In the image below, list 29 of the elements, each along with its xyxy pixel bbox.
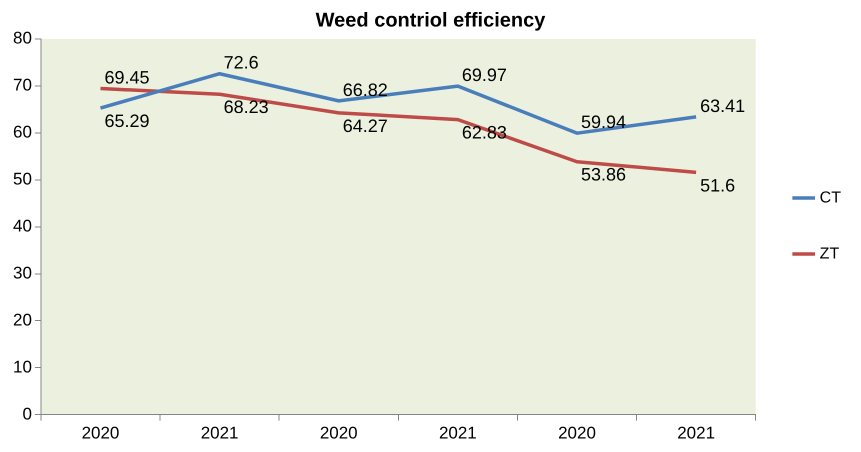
y-tick-label: 20: [12, 310, 32, 330]
y-tick-label: 10: [12, 357, 32, 376]
x-tick-label: 2021: [200, 423, 239, 442]
data-label: 68.23: [224, 97, 269, 118]
y-tick-label: 80: [12, 28, 32, 48]
data-label: 53.86: [580, 164, 626, 185]
x-tick-label: 2021: [677, 423, 716, 442]
data-label: 64.27: [342, 116, 388, 136]
x-tick-label: 2020: [82, 423, 120, 442]
x-tick-label: 2020: [558, 423, 596, 442]
chart-title: Weed contriol efficiency: [316, 10, 546, 32]
y-tick-label: 40: [12, 216, 32, 236]
legend-label: CT: [820, 189, 842, 206]
y-tick-label: 50: [12, 170, 32, 189]
y-tick-label: 0: [22, 404, 32, 424]
y-tick-label: 70: [12, 76, 32, 95]
data-label: 59.94: [580, 112, 626, 132]
x-tick-label: 2021: [438, 423, 477, 442]
y-tick-label: 60: [12, 122, 32, 142]
data-label: 65.29: [104, 111, 150, 132]
data-label: 51.6: [700, 175, 736, 196]
data-label: 69.45: [104, 68, 150, 88]
x-tick-label: 2020: [320, 423, 358, 442]
data-label: 72.6: [224, 52, 259, 73]
legend-label: ZT: [820, 245, 840, 262]
y-tick-label: 30: [12, 263, 32, 282]
data-label: 63.41: [700, 96, 746, 116]
data-label: 66.82: [342, 80, 388, 100]
data-label: 69.97: [462, 65, 507, 86]
